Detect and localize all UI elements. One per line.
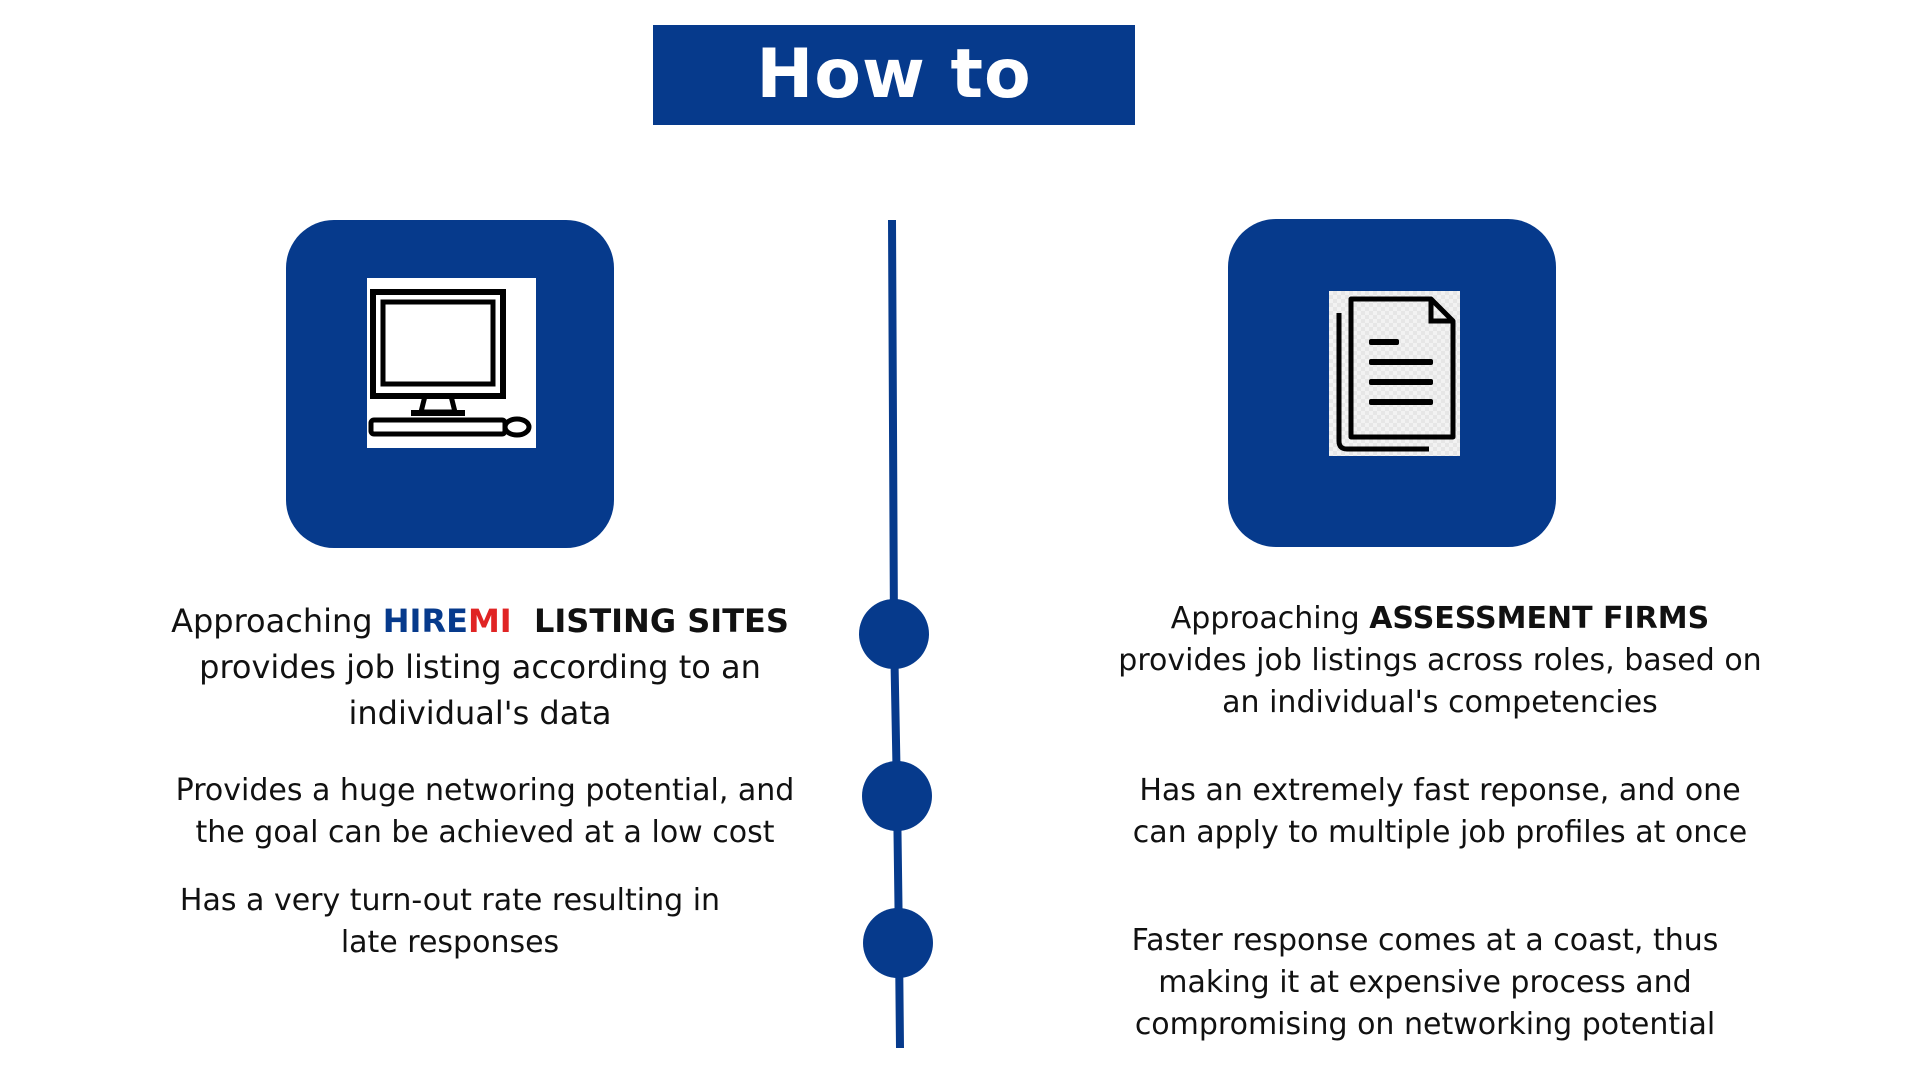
timeline-node-3 bbox=[863, 908, 933, 978]
computer-icon bbox=[367, 278, 536, 448]
timeline-node-2 bbox=[862, 761, 932, 831]
timeline-line bbox=[888, 219, 904, 1049]
left-point-1: Approaching HIREMI LISTING SITES provide… bbox=[170, 598, 790, 736]
left-point-2: Provides a huge networing potential, and… bbox=[175, 773, 795, 850]
left-point-3: Has a very turn-out rate resulting in la… bbox=[179, 883, 721, 960]
assessment-firms-emphasis: ASSESSMENT FIRMS bbox=[1369, 601, 1710, 636]
left-point-1-prefix: Approaching bbox=[171, 602, 383, 640]
timeline-node-1 bbox=[859, 599, 929, 669]
document-icon-box bbox=[1228, 219, 1556, 547]
hiremi-brand-mi: MI bbox=[467, 602, 512, 640]
page-title: How to Apply bbox=[653, 25, 1135, 214]
right-point-1-prefix: Approaching bbox=[1170, 601, 1370, 636]
right-point-1: Approaching ASSESSMENT FIRMS provides jo… bbox=[1110, 598, 1770, 724]
listing-sites-emphasis: LISTING SITES bbox=[511, 602, 789, 640]
document-icon bbox=[1329, 291, 1460, 456]
hiremi-brand-hire: HIRE bbox=[382, 602, 468, 640]
right-point-1-suffix: provides job listings across roles, base… bbox=[1118, 643, 1762, 720]
left-point-1-suffix: provides job listing according to an ind… bbox=[199, 648, 761, 732]
computer-icon-box bbox=[286, 220, 614, 548]
right-point-2: Has an extremely fast reponse, and one c… bbox=[1132, 773, 1748, 850]
right-point-3: Faster response comes at a coast, thus m… bbox=[1131, 923, 1719, 1042]
